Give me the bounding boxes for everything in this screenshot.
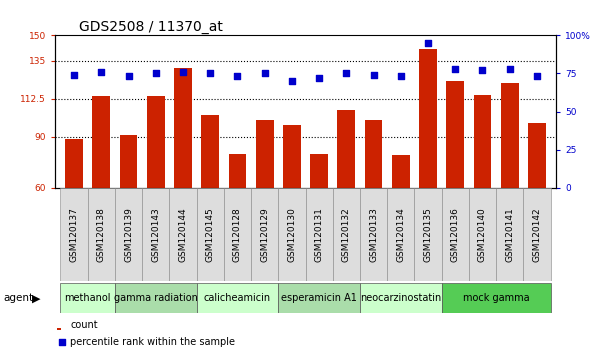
Text: GSM120140: GSM120140 <box>478 207 487 262</box>
Point <box>314 75 324 81</box>
FancyBboxPatch shape <box>60 188 87 281</box>
Text: agent: agent <box>3 293 33 303</box>
Text: GSM120136: GSM120136 <box>451 207 459 262</box>
FancyBboxPatch shape <box>251 188 278 281</box>
Text: GSM120145: GSM120145 <box>206 207 214 262</box>
FancyBboxPatch shape <box>197 188 224 281</box>
Text: GSM120133: GSM120133 <box>369 207 378 262</box>
Text: gamma radiation: gamma radiation <box>114 293 198 303</box>
Point <box>123 74 133 79</box>
Bar <box>229 154 246 188</box>
Bar <box>419 49 437 188</box>
Bar <box>256 120 274 188</box>
Text: GSM120143: GSM120143 <box>152 207 160 262</box>
Text: GSM120135: GSM120135 <box>423 207 433 262</box>
FancyBboxPatch shape <box>169 188 197 281</box>
FancyBboxPatch shape <box>224 188 251 281</box>
FancyBboxPatch shape <box>115 188 142 281</box>
FancyBboxPatch shape <box>524 188 551 281</box>
Text: GSM120130: GSM120130 <box>287 207 296 262</box>
FancyBboxPatch shape <box>469 188 496 281</box>
Text: GSM120142: GSM120142 <box>532 207 541 262</box>
Text: GSM120144: GSM120144 <box>178 207 188 262</box>
Text: GSM120138: GSM120138 <box>97 207 106 262</box>
Text: percentile rank within the sample: percentile rank within the sample <box>70 337 235 347</box>
Text: mock gamma: mock gamma <box>463 293 529 303</box>
Bar <box>202 115 219 188</box>
FancyBboxPatch shape <box>87 188 115 281</box>
FancyBboxPatch shape <box>442 283 551 313</box>
Point <box>57 339 67 344</box>
Bar <box>447 81 464 188</box>
Text: GSM120131: GSM120131 <box>315 207 324 262</box>
Bar <box>310 154 328 188</box>
Bar <box>501 83 519 188</box>
FancyBboxPatch shape <box>387 188 414 281</box>
FancyBboxPatch shape <box>60 283 115 313</box>
FancyBboxPatch shape <box>306 188 333 281</box>
FancyBboxPatch shape <box>360 188 387 281</box>
Point <box>368 72 378 78</box>
Text: GSM120141: GSM120141 <box>505 207 514 262</box>
FancyBboxPatch shape <box>496 188 524 281</box>
Text: neocarzinostatin: neocarzinostatin <box>360 293 441 303</box>
Point <box>423 40 433 46</box>
Point <box>178 69 188 75</box>
Text: ▶: ▶ <box>32 293 40 303</box>
Point <box>396 74 406 79</box>
Point <box>532 74 542 79</box>
FancyBboxPatch shape <box>278 188 306 281</box>
Text: GSM120129: GSM120129 <box>260 207 269 262</box>
Text: GSM120134: GSM120134 <box>397 207 405 262</box>
Point <box>205 71 215 76</box>
Bar <box>147 96 164 188</box>
FancyBboxPatch shape <box>142 188 169 281</box>
Point <box>233 74 243 79</box>
Text: GSM120128: GSM120128 <box>233 207 242 262</box>
Text: GDS2508 / 11370_at: GDS2508 / 11370_at <box>79 19 223 34</box>
Bar <box>365 120 382 188</box>
Point <box>478 68 488 73</box>
FancyBboxPatch shape <box>414 188 442 281</box>
Bar <box>474 95 491 188</box>
Point <box>260 71 269 76</box>
FancyBboxPatch shape <box>278 283 360 313</box>
Text: methanol: methanol <box>64 293 111 303</box>
Bar <box>392 155 409 188</box>
Point <box>342 71 351 76</box>
Point <box>450 66 460 72</box>
Bar <box>65 138 83 188</box>
Bar <box>283 125 301 188</box>
Text: count: count <box>70 320 98 330</box>
Bar <box>174 68 192 188</box>
Text: GSM120137: GSM120137 <box>70 207 79 262</box>
Text: GSM120139: GSM120139 <box>124 207 133 262</box>
Point <box>69 72 79 78</box>
Text: calicheamicin: calicheamicin <box>204 293 271 303</box>
Bar <box>120 135 137 188</box>
FancyBboxPatch shape <box>197 283 278 313</box>
FancyBboxPatch shape <box>115 283 197 313</box>
Point <box>287 78 297 84</box>
Bar <box>57 329 61 330</box>
Text: GSM120132: GSM120132 <box>342 207 351 262</box>
FancyBboxPatch shape <box>442 188 469 281</box>
Point <box>505 66 514 72</box>
FancyBboxPatch shape <box>333 188 360 281</box>
Bar <box>337 110 355 188</box>
FancyBboxPatch shape <box>360 283 442 313</box>
Point <box>151 71 161 76</box>
Text: esperamicin A1: esperamicin A1 <box>281 293 357 303</box>
Point <box>97 69 106 75</box>
Bar <box>92 96 110 188</box>
Bar <box>528 123 546 188</box>
